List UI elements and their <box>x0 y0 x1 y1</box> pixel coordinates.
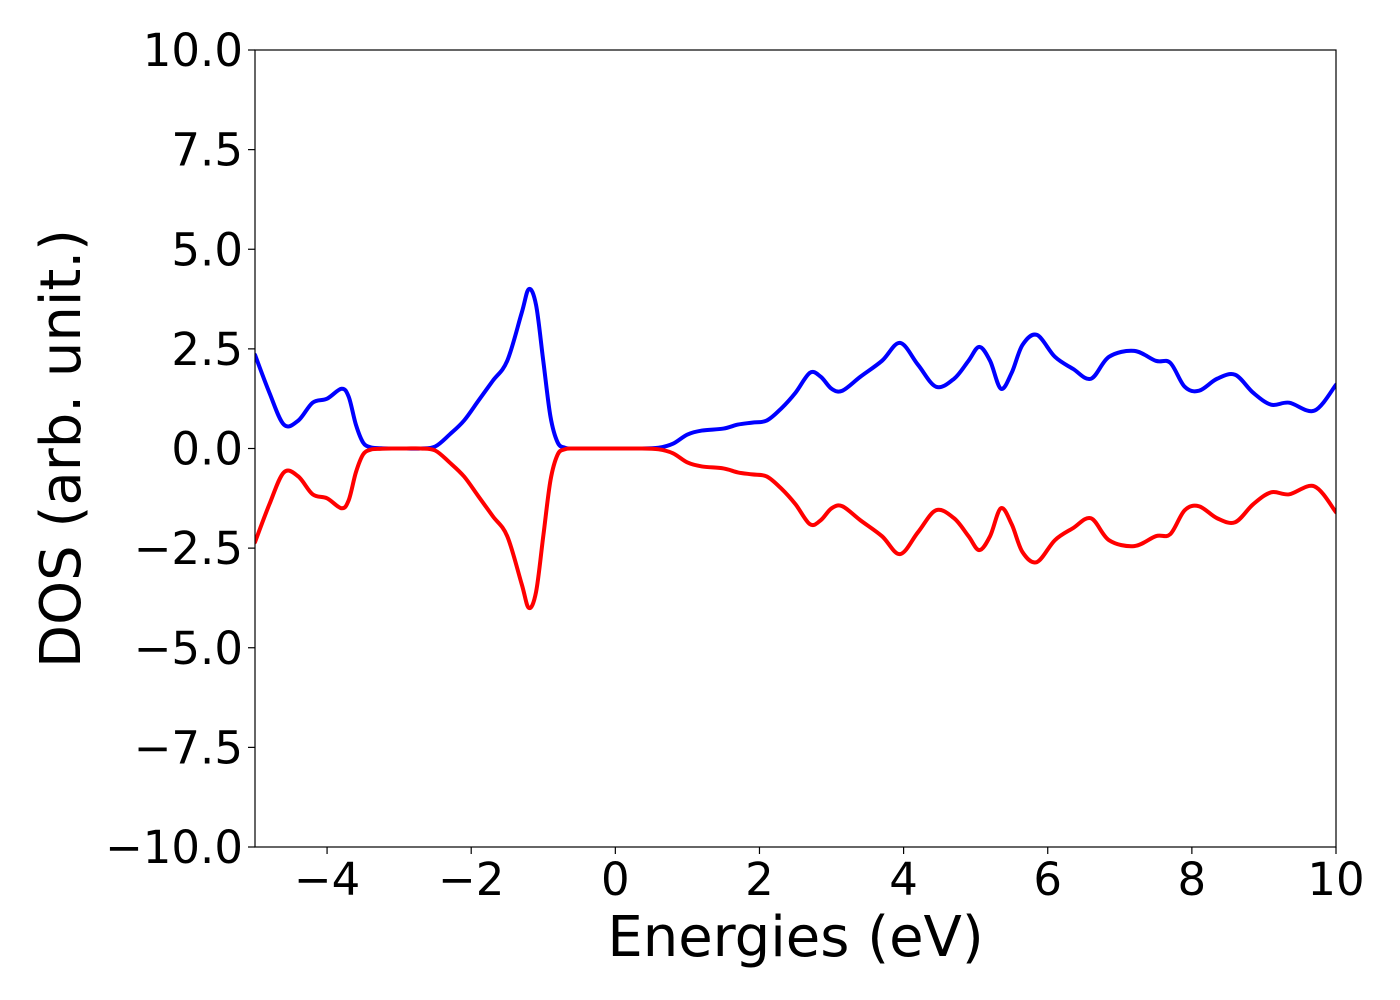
x-tick-label: −2 <box>438 853 504 906</box>
x-axis-title: Energies (eV) <box>607 905 983 970</box>
x-tick-label: 10 <box>1307 853 1364 906</box>
x-tick-label: 6 <box>1033 853 1062 906</box>
series-line-2 <box>255 446 1336 611</box>
x-tick-label: 8 <box>1178 853 1207 906</box>
x-tick-label: 0 <box>601 853 630 906</box>
y-tick-label: −10.0 <box>105 821 243 874</box>
y-tick-label: −7.5 <box>134 721 243 774</box>
x-tick-label: 2 <box>745 853 774 906</box>
y-axis-ticks: 10.0 7.5 5.0 2.5 0.0 −2.5 −5.0 −7.5 −10.0 <box>105 24 255 874</box>
x-axis-ticks: −4 −2 0 2 4 6 8 10 <box>294 847 1365 906</box>
y-tick-label: 10.0 <box>143 24 243 77</box>
y-tick-label: −2.5 <box>134 522 243 575</box>
series-line-1 <box>255 286 1336 451</box>
x-tick-label: 4 <box>889 853 918 906</box>
series-layer <box>255 286 1336 611</box>
y-tick-label: 0.0 <box>171 423 243 476</box>
x-tick-label: −4 <box>294 853 360 906</box>
y-tick-label: 2.5 <box>171 323 243 376</box>
y-axis-title: DOS (arb. unit.) <box>29 229 94 668</box>
y-tick-label: 5.0 <box>171 223 243 276</box>
y-tick-label: 7.5 <box>171 124 243 177</box>
y-tick-label: −5.0 <box>134 622 243 675</box>
